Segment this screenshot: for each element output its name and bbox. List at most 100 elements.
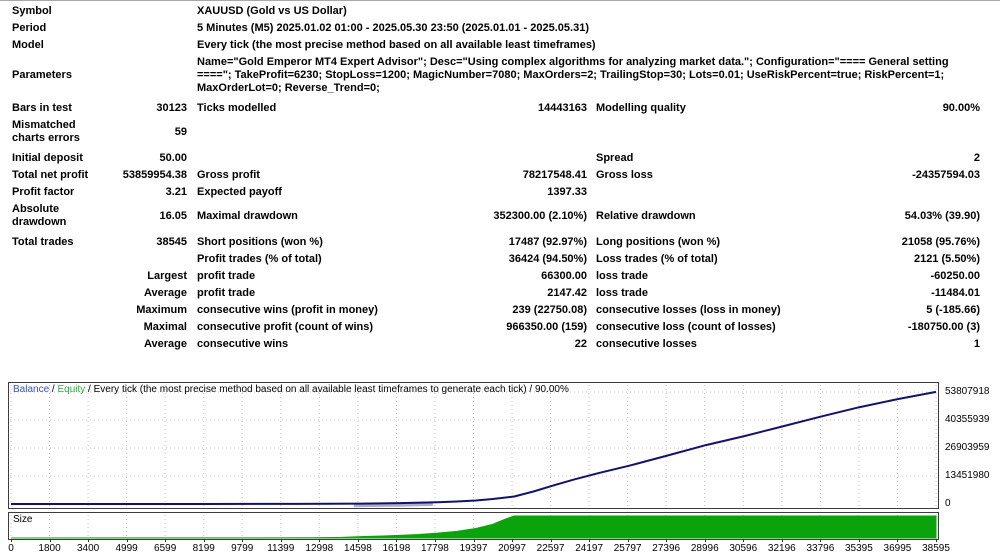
x-axis-tick	[589, 539, 591, 542]
x-axis-label: 12998	[305, 543, 334, 554]
report-cell: Mismatched charts errors 59	[12, 119, 187, 145]
report-row: Total trades 38545 Short positions (won %)…	[12, 236, 984, 249]
report-value: 5 (-185.66)	[926, 304, 980, 316]
report-cell: Initial deposit 50.00	[12, 152, 187, 165]
report-text: 5 Minutes (M5) 2025.01.02 01:00 - 2025.0…	[197, 22, 589, 34]
report-cell: Maximal	[12, 321, 187, 334]
report-label: profit trade	[197, 270, 256, 282]
report-cell: Gross profit 78217548.41	[197, 169, 587, 182]
report-value: -60250.00	[930, 270, 980, 282]
report-value: -180750.00 (3)	[907, 321, 980, 333]
report-label: Total trades	[12, 236, 74, 248]
x-axis-label: 36995	[883, 543, 912, 554]
y-axis-label: 40355939	[945, 414, 990, 425]
report-cell: Absolute drawdown 16.05	[12, 203, 187, 229]
balance-chart-canvas	[10, 385, 937, 508]
report-label: Absolute drawdown	[12, 203, 67, 228]
x-axis-label: 9799	[231, 543, 254, 554]
report-row: Absolute drawdown 16.05 Maximal drawdown 35…	[12, 203, 984, 229]
x-axis-tick	[666, 539, 668, 542]
top-divider	[0, 0, 1000, 1]
x-axis-label: 1800	[38, 543, 61, 554]
report-label: Model	[12, 39, 44, 51]
report-value: 22	[574, 338, 587, 350]
report-row: Parameters Name="Gold Emperor MT4 Expert …	[12, 56, 984, 95]
report-value: 30123	[156, 102, 187, 114]
report-value: 966350.00 (159)	[506, 321, 587, 333]
report-label: Initial deposit	[12, 152, 83, 164]
report-label: Bars in test	[12, 102, 72, 114]
x-axis-label: 35395	[845, 543, 873, 554]
report-cell: loss trade -11484.01	[596, 287, 980, 300]
report-row: Mismatched charts errors 59	[12, 119, 984, 145]
report-label: consecutive losses	[596, 338, 697, 350]
report-cell: Model	[12, 39, 187, 52]
y-axis-label: 13451980	[945, 470, 990, 481]
report-cell: consecutive losses (loss in money) 5 (-18…	[596, 304, 980, 317]
report-value: 38545	[156, 236, 187, 248]
x-axis-label: 3400	[76, 543, 100, 554]
report-cell: Bars in test 30123	[12, 102, 187, 115]
y-axis-label: 26903959	[945, 442, 990, 453]
x-axis-label: 27396	[652, 543, 681, 554]
report-cell: consecutive profit (count of wins) 966350…	[197, 321, 587, 334]
report-value: 2	[973, 152, 980, 164]
size-area	[10, 515, 937, 539]
report-cell: consecutive wins (profit in money) 239 (2…	[197, 304, 587, 317]
report-label: Spread	[596, 152, 634, 164]
report-cell: consecutive losses 1	[596, 338, 980, 351]
x-axis-tick	[242, 539, 244, 542]
size-panel-canvas	[10, 515, 937, 539]
report-table: Symbol XAUUSD (Gold vs US Dollar) Period 5 …	[12, 5, 984, 355]
report-row: Model Every tick (the most precise method…	[12, 39, 984, 52]
report-label: loss trade	[596, 287, 648, 299]
report-cell: profit trade 2147.42	[197, 287, 587, 300]
report-cell: Profit factor 3.21	[12, 186, 187, 199]
report-value: 21058 (95.76%)	[901, 236, 980, 248]
report-value: 3.21	[165, 186, 187, 198]
report-cell: Period	[12, 22, 187, 35]
x-axis-label: 14598	[343, 543, 372, 554]
report-cell	[596, 119, 980, 145]
x-axis-label: 8199	[192, 543, 215, 554]
report-label: consecutive losses (loss in money)	[596, 304, 781, 316]
report-cell: Maximal drawdown 352300.00 (2.10%)	[197, 203, 587, 229]
report-label: Ticks modelled	[197, 102, 277, 114]
x-axis-tick	[396, 539, 398, 542]
x-axis-tick	[434, 539, 436, 542]
x-axis-tick	[512, 539, 514, 542]
x-axis-tick	[126, 539, 128, 542]
report-value: 14443163	[538, 102, 587, 114]
report-value: Maximum	[136, 304, 187, 316]
report-cell: Relative drawdown 54.03% (39.90)	[596, 203, 980, 229]
x-axis-tick	[473, 539, 475, 542]
report-label: Profit factor	[12, 186, 75, 198]
report-cell	[596, 186, 980, 199]
x-axis-label: 17798	[421, 543, 449, 554]
report-cell	[197, 152, 587, 165]
legend-balance-label: Balance	[13, 384, 50, 395]
report-value: 1397.33	[547, 186, 587, 198]
report-cell: Symbol	[12, 5, 187, 18]
report-label: Expected payoff	[197, 186, 282, 198]
report-label: Profit trades (% of total)	[197, 253, 322, 265]
report-value: -11484.01	[931, 287, 980, 299]
report-label: consecutive wins	[197, 338, 289, 350]
report-label: Maximal drawdown	[197, 209, 298, 222]
x-axis-tick	[550, 539, 552, 542]
x-axis-label: 6599	[154, 543, 177, 554]
report-value: 1	[973, 338, 980, 350]
x-axis-tick	[203, 539, 205, 542]
report-cell: Loss trades (% of total) 2121 (5.50%)	[596, 253, 980, 266]
report-value: 352300.00 (2.10%)	[493, 209, 587, 222]
report-row: Average profit trade 2147.42 loss trade -114…	[12, 287, 984, 300]
report-cell: Maximum	[12, 304, 187, 317]
report-cell: loss trade -60250.00	[596, 270, 980, 283]
report-row: Period 5 Minutes (M5) 2025.01.02 01:00 - …	[12, 22, 984, 35]
report-label: consecutive loss (count of losses)	[596, 321, 776, 333]
report-row: Profit trades (% of total) 36424 (94.50%)…	[12, 253, 984, 266]
legend-equity-label: Equity	[57, 384, 86, 395]
report-label: profit trade	[197, 287, 256, 299]
report-label: Mismatched charts errors	[12, 119, 80, 144]
report-value: -24357594.03	[912, 169, 980, 181]
